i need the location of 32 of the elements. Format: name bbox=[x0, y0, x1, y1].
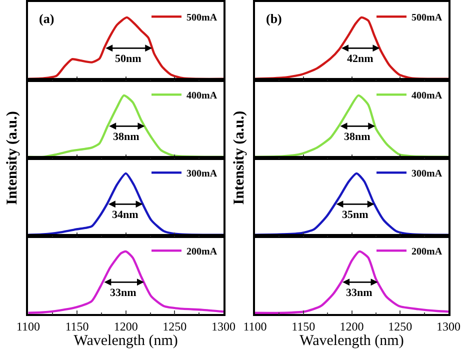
legend-label: 200mA bbox=[186, 246, 218, 258]
annotation: (b) bbox=[266, 11, 282, 26]
y-axis-title: Intensity (a.u.) bbox=[4, 111, 21, 205]
legend-label: 500mA bbox=[412, 12, 443, 24]
x-tick-label: 1300 bbox=[436, 319, 460, 334]
legend-label: 400mA bbox=[412, 90, 443, 102]
x-axis-title: Wavelength (nm) bbox=[300, 333, 404, 349]
annotation: 42nm bbox=[347, 53, 374, 65]
legend-label: 400mA bbox=[186, 90, 218, 102]
x-tick-label: 1250 bbox=[388, 319, 412, 334]
legend-label: 300mA bbox=[186, 168, 218, 180]
x-tick-label: 1250 bbox=[162, 319, 187, 334]
x-tick-label: 1200 bbox=[114, 319, 138, 334]
x-tick-label: 1150 bbox=[65, 319, 89, 334]
legend-label: 200mA bbox=[412, 246, 443, 258]
legend-label: 300mA bbox=[412, 168, 443, 180]
y-axis-title: Intensity (a.u.) bbox=[232, 110, 248, 205]
annotation: 50nm bbox=[115, 53, 142, 65]
annotation: 35nm bbox=[342, 209, 368, 221]
x-tick-label: 1300 bbox=[212, 319, 236, 334]
x-tick-label: 1100 bbox=[16, 319, 40, 334]
annotation: (a) bbox=[39, 11, 54, 26]
annotation: 33nm bbox=[110, 287, 136, 299]
x-axis-title: Wavelength (nm) bbox=[74, 333, 178, 349]
x-tick-label: 1150 bbox=[292, 319, 316, 334]
annotation: 34nm bbox=[112, 209, 138, 221]
annotation: 38nm bbox=[113, 131, 140, 143]
x-tick-label: 1200 bbox=[340, 319, 364, 334]
annotation: 33nm bbox=[346, 287, 372, 299]
legend-label: 500mA bbox=[186, 12, 218, 24]
x-tick-label: 1100 bbox=[243, 319, 267, 334]
annotation: 38nm bbox=[344, 131, 370, 143]
